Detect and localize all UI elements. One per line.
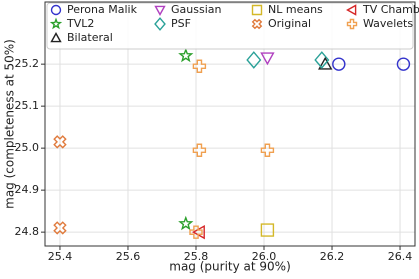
legend-marker [49, 17, 63, 30]
x-tick-label: 26.2 [320, 250, 345, 263]
y-tick-label: 24.9 [15, 183, 40, 196]
point [178, 47, 194, 63]
x-tick-label: 26.0 [252, 250, 277, 263]
legend-marker [346, 4, 357, 16]
x-tick-label: 25.6 [116, 250, 141, 263]
point [332, 57, 346, 71]
y-axis-label: mag (completeness at 50%) [3, 39, 17, 209]
x-tick-label: 25.4 [48, 250, 73, 263]
legend-marker [154, 17, 166, 31]
legend-label: NL means [268, 3, 323, 16]
legend-marker [251, 18, 263, 30]
legend-marker [50, 32, 62, 43]
legend-label: Original [268, 17, 311, 30]
point [192, 143, 207, 157]
legend-label: Gaussian [171, 3, 221, 16]
legend-label: Bilateral [67, 31, 113, 44]
point [396, 57, 411, 71]
point [318, 56, 333, 70]
point [246, 51, 262, 69]
legend-label: PSF [171, 17, 191, 30]
point [189, 225, 203, 239]
legend-marker [50, 4, 62, 16]
y-tick-label: 25.2 [15, 57, 40, 70]
legend-label: Wavelets [363, 17, 413, 30]
legend-marker [251, 4, 263, 16]
point [191, 224, 205, 240]
legend-marker [154, 5, 166, 16]
point [260, 52, 275, 66]
x-axis-label: mag (purity at 90%) [169, 260, 291, 274]
point [192, 59, 207, 73]
point [53, 135, 67, 149]
point [260, 143, 275, 157]
x-tick-label: 25.8 [184, 250, 209, 263]
y-tick-label: 25.1 [15, 99, 40, 112]
legend-label: TVL2 [66, 17, 94, 30]
point [314, 51, 330, 69]
legend-label: TV Chambolle [362, 3, 419, 16]
point [260, 223, 275, 237]
x-tick-label: 26.4 [388, 250, 413, 263]
y-tick-label: 25.0 [15, 141, 40, 154]
legend-box [46, 2, 414, 50]
legend-marker [346, 18, 358, 30]
plot-frame [44, 1, 416, 247]
legend-label: Perona Malik [67, 3, 138, 16]
point [178, 215, 194, 231]
y-tick-label: 24.8 [15, 225, 40, 238]
point [53, 221, 67, 235]
